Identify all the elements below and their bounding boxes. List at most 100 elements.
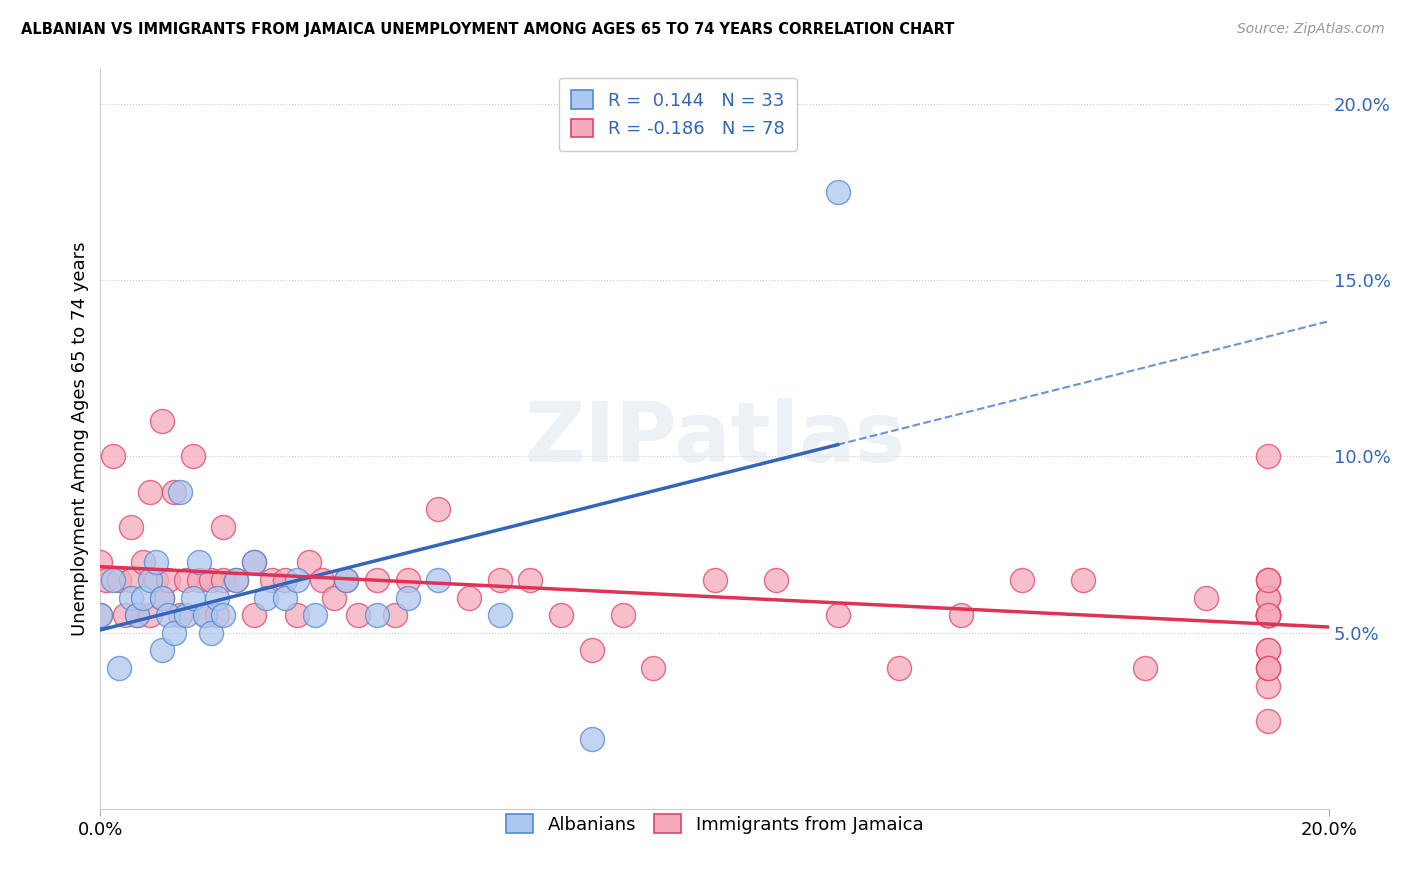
Point: [1257, 714, 1279, 728]
Point: [488, 573, 510, 587]
Point: [273, 573, 295, 587]
Point: [1257, 450, 1279, 464]
Point: [285, 573, 308, 587]
Point: [169, 608, 191, 623]
Point: [200, 573, 222, 587]
Point: [187, 573, 209, 587]
Point: [1257, 573, 1279, 587]
Point: [101, 573, 124, 587]
Point: [1257, 661, 1279, 675]
Point: [120, 520, 142, 534]
Point: [89, 555, 111, 569]
Point: [643, 661, 665, 675]
Point: [163, 484, 186, 499]
Point: [243, 608, 266, 623]
Point: [163, 625, 186, 640]
Point: [311, 573, 333, 587]
Legend: Albanians, Immigrants from Jamaica: Albanians, Immigrants from Jamaica: [495, 804, 934, 845]
Point: [132, 555, 155, 569]
Point: [150, 591, 173, 605]
Point: [396, 591, 419, 605]
Point: [96, 573, 118, 587]
Point: [107, 661, 129, 675]
Point: [1257, 573, 1279, 587]
Point: [138, 573, 160, 587]
Point: [138, 608, 160, 623]
Point: [145, 555, 167, 569]
Point: [612, 608, 634, 623]
Point: [1257, 661, 1279, 675]
Point: [1195, 591, 1218, 605]
Point: [1257, 643, 1279, 657]
Point: [89, 608, 111, 623]
Point: [150, 643, 173, 657]
Point: [1011, 573, 1033, 587]
Point: [1257, 608, 1279, 623]
Point: [181, 450, 204, 464]
Y-axis label: Unemployment Among Ages 65 to 74 years: Unemployment Among Ages 65 to 74 years: [72, 242, 89, 636]
Point: [107, 573, 129, 587]
Point: [1257, 643, 1279, 657]
Point: [176, 608, 198, 623]
Point: [101, 450, 124, 464]
Point: [262, 573, 284, 587]
Point: [488, 608, 510, 623]
Point: [1257, 661, 1279, 675]
Point: [127, 608, 149, 623]
Point: [384, 608, 406, 623]
Point: [1257, 608, 1279, 623]
Point: [1133, 661, 1156, 675]
Point: [212, 520, 235, 534]
Point: [114, 608, 136, 623]
Point: [427, 573, 450, 587]
Point: [1073, 573, 1095, 587]
Point: [1257, 591, 1279, 605]
Text: ALBANIAN VS IMMIGRANTS FROM JAMAICA UNEMPLOYMENT AMONG AGES 65 TO 74 YEARS CORRE: ALBANIAN VS IMMIGRANTS FROM JAMAICA UNEM…: [21, 22, 955, 37]
Point: [347, 608, 370, 623]
Point: [1257, 573, 1279, 587]
Point: [1257, 591, 1279, 605]
Point: [1257, 608, 1279, 623]
Point: [366, 573, 388, 587]
Point: [366, 608, 388, 623]
Point: [1257, 608, 1279, 623]
Point: [132, 591, 155, 605]
Text: ZIPatlas: ZIPatlas: [524, 399, 905, 479]
Point: [581, 643, 603, 657]
Point: [89, 608, 111, 623]
Point: [181, 591, 204, 605]
Point: [243, 555, 266, 569]
Point: [285, 608, 308, 623]
Point: [150, 591, 173, 605]
Point: [827, 185, 849, 199]
Point: [335, 573, 357, 587]
Point: [1257, 608, 1279, 623]
Text: Source: ZipAtlas.com: Source: ZipAtlas.com: [1237, 22, 1385, 37]
Point: [765, 573, 787, 587]
Point: [1257, 679, 1279, 693]
Point: [1257, 608, 1279, 623]
Point: [396, 573, 419, 587]
Point: [212, 573, 235, 587]
Point: [156, 608, 179, 623]
Point: [176, 573, 198, 587]
Point: [169, 484, 191, 499]
Point: [949, 608, 972, 623]
Point: [212, 608, 235, 623]
Point: [120, 591, 142, 605]
Point: [1257, 608, 1279, 623]
Point: [187, 555, 209, 569]
Point: [335, 573, 357, 587]
Point: [194, 608, 217, 623]
Point: [194, 608, 217, 623]
Point: [427, 502, 450, 516]
Point: [120, 573, 142, 587]
Point: [298, 555, 321, 569]
Point: [1257, 608, 1279, 623]
Point: [225, 573, 247, 587]
Point: [254, 591, 277, 605]
Point: [225, 573, 247, 587]
Point: [138, 484, 160, 499]
Point: [243, 555, 266, 569]
Point: [550, 608, 572, 623]
